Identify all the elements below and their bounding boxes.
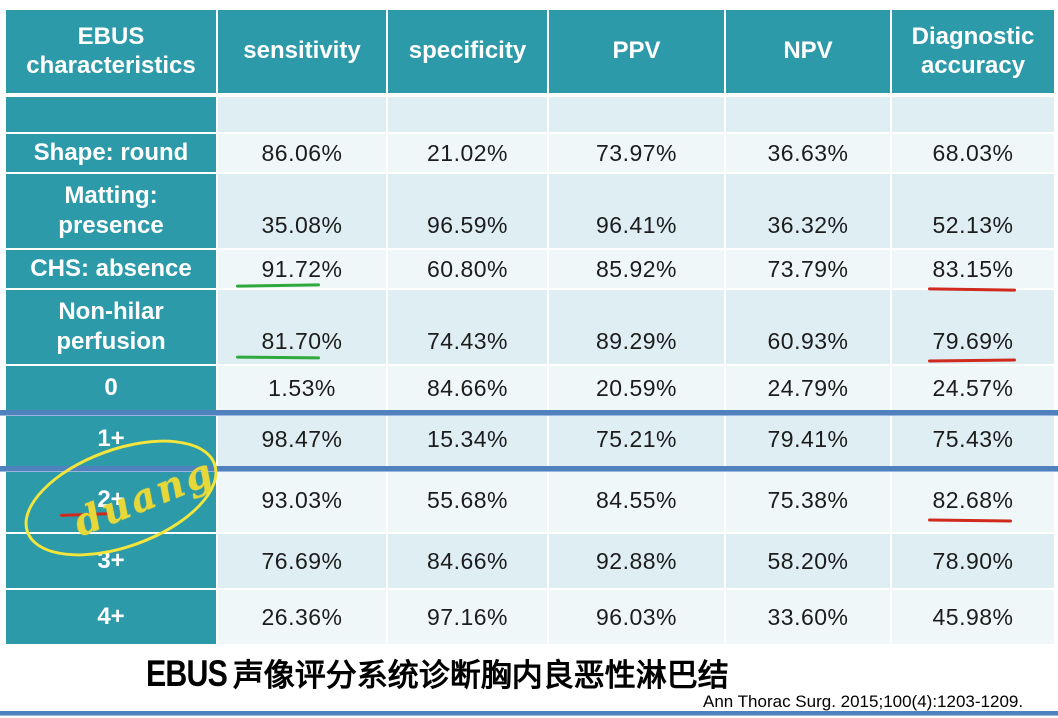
table-row-score-2plus: 2+ 93.03% 55.68% 84.55% 75.38% 82.68% <box>4 466 1056 534</box>
cell-sensitivity: 35.08% <box>216 172 388 250</box>
cell-accuracy: 83.15% <box>890 248 1056 290</box>
cell-ppv: 96.41% <box>547 172 726 250</box>
blue-divider-line-1 <box>0 410 1058 415</box>
cell-accuracy: 52.13% <box>890 172 1056 250</box>
journal-reference: Ann Thorac Surg. 2015;100(4):1203-1209. <box>703 692 1024 711</box>
table-row-score-0: 0 1.53% 84.66% 20.59% 24.79% 24.57% <box>4 364 1056 412</box>
header-ppv: PPV <box>547 8 726 97</box>
cell-sensitivity: 76.69% <box>216 532 388 590</box>
table-row-score-4plus: 4+ 26.36% 97.16% 96.03% 33.60% 45.98% <box>4 588 1056 646</box>
cell <box>216 94 388 134</box>
row-label-shape-round: Shape: round <box>4 132 218 174</box>
cell-sensitivity: 81.70% <box>216 288 388 366</box>
cell-sensitivity: 86.06% <box>216 132 388 174</box>
cell-accuracy: 78.90% <box>890 532 1056 590</box>
cell-npv: 60.93% <box>724 288 892 366</box>
cell-sensitivity: 1.53% <box>216 364 388 412</box>
cell-accuracy: 24.57% <box>890 364 1056 412</box>
caption-chinese-text: 声像评分系统诊断胸内良恶性淋巴结 <box>232 658 729 693</box>
row-label-non-hilar-perfusion: Non-hilar perfusion <box>4 288 218 366</box>
cell-ppv: 84.55% <box>547 466 726 534</box>
cell-ppv: 20.59% <box>547 364 726 412</box>
row-label-chs-absence: CHS: absence <box>4 248 218 290</box>
cell-npv: 58.20% <box>724 532 892 590</box>
cell-ppv: 89.29% <box>547 288 726 366</box>
cell <box>386 94 549 134</box>
cell-accuracy: 79.69% <box>890 288 1056 366</box>
cell-specificity: 74.43% <box>386 288 549 366</box>
cell-specificity: 96.59% <box>386 172 549 250</box>
cell-ppv: 92.88% <box>547 532 726 590</box>
cell-sensitivity: 26.36% <box>216 588 388 646</box>
header-ebus-characteristics: EBUS characteristics <box>4 8 218 97</box>
cell-specificity: 55.68% <box>386 466 549 534</box>
cell-npv: 36.32% <box>724 172 892 250</box>
cell-specificity: 60.80% <box>386 248 549 290</box>
cell-ppv: 85.92% <box>547 248 726 290</box>
cell-sensitivity: 91.72% <box>216 248 388 290</box>
results-table: EBUS characteristics sensitivity specifi… <box>4 8 1056 646</box>
header-sensitivity: sensitivity <box>216 8 388 97</box>
cell-npv: 33.60% <box>724 588 892 646</box>
row-label-score-3plus: 3+ <box>4 532 218 590</box>
cell-specificity: 84.66% <box>386 364 549 412</box>
table-row-matting-presence: Matting: presence 35.08% 96.59% 96.41% 3… <box>4 172 1056 250</box>
cell-sensitivity: 93.03% <box>216 466 388 534</box>
cell-specificity: 21.02% <box>386 132 549 174</box>
table-row-score-3plus: 3+ 76.69% 84.66% 92.88% 58.20% 78.90% <box>4 532 1056 590</box>
cell <box>724 94 892 134</box>
blue-divider-line-2 <box>0 466 1058 471</box>
cell-accuracy: 82.68% <box>890 466 1056 534</box>
row-label-empty <box>4 94 218 134</box>
cell-specificity: 97.16% <box>386 588 549 646</box>
cell-accuracy: 68.03% <box>890 132 1056 174</box>
cell-accuracy: 45.98% <box>890 588 1056 646</box>
cell-npv: 75.38% <box>724 466 892 534</box>
table-row-non-hilar-perfusion: Non-hilar perfusion 81.70% 74.43% 89.29%… <box>4 288 1056 366</box>
table-header-row: EBUS characteristics sensitivity specifi… <box>4 8 1056 97</box>
slide-bottom-border-line <box>0 711 1058 715</box>
table-row-shape-round: Shape: round 86.06% 21.02% 73.97% 36.63%… <box>4 132 1056 174</box>
header-npv: NPV <box>724 8 892 97</box>
table-row-chs-absence: CHS: absence 91.72% 60.80% 85.92% 73.79%… <box>4 248 1056 290</box>
header-specificity: specificity <box>386 8 549 97</box>
row-label-matting-presence: Matting: presence <box>4 172 218 250</box>
row-label-score-4plus: 4+ <box>4 588 218 646</box>
cell-ppv: 75.21% <box>547 410 726 468</box>
cell-ppv: 96.03% <box>547 588 726 646</box>
cell-npv: 79.41% <box>724 410 892 468</box>
cell-npv: 36.63% <box>724 132 892 174</box>
cell-accuracy: 75.43% <box>890 410 1056 468</box>
cell-sensitivity: 98.47% <box>216 410 388 468</box>
cell <box>890 94 1056 134</box>
cell-npv: 24.79% <box>724 364 892 412</box>
header-diagnostic-accuracy: Diagnostic accuracy <box>890 8 1056 97</box>
caption-ebus-label: EBUS <box>146 653 228 694</box>
table-row-empty <box>4 94 1056 134</box>
cell-specificity: 15.34% <box>386 410 549 468</box>
table-row-score-1plus: 1+ 98.47% 15.34% 75.21% 79.41% 75.43% <box>4 410 1056 468</box>
slide-caption: EBUS 声像评分系统诊断胸内良恶性淋巴结 <box>146 650 729 695</box>
row-label-score-0: 0 <box>4 364 218 412</box>
cell-npv: 73.79% <box>724 248 892 290</box>
cell-specificity: 84.66% <box>386 532 549 590</box>
row-label-score-2plus: 2+ <box>4 466 218 534</box>
cell-ppv: 73.97% <box>547 132 726 174</box>
cell <box>547 94 726 134</box>
